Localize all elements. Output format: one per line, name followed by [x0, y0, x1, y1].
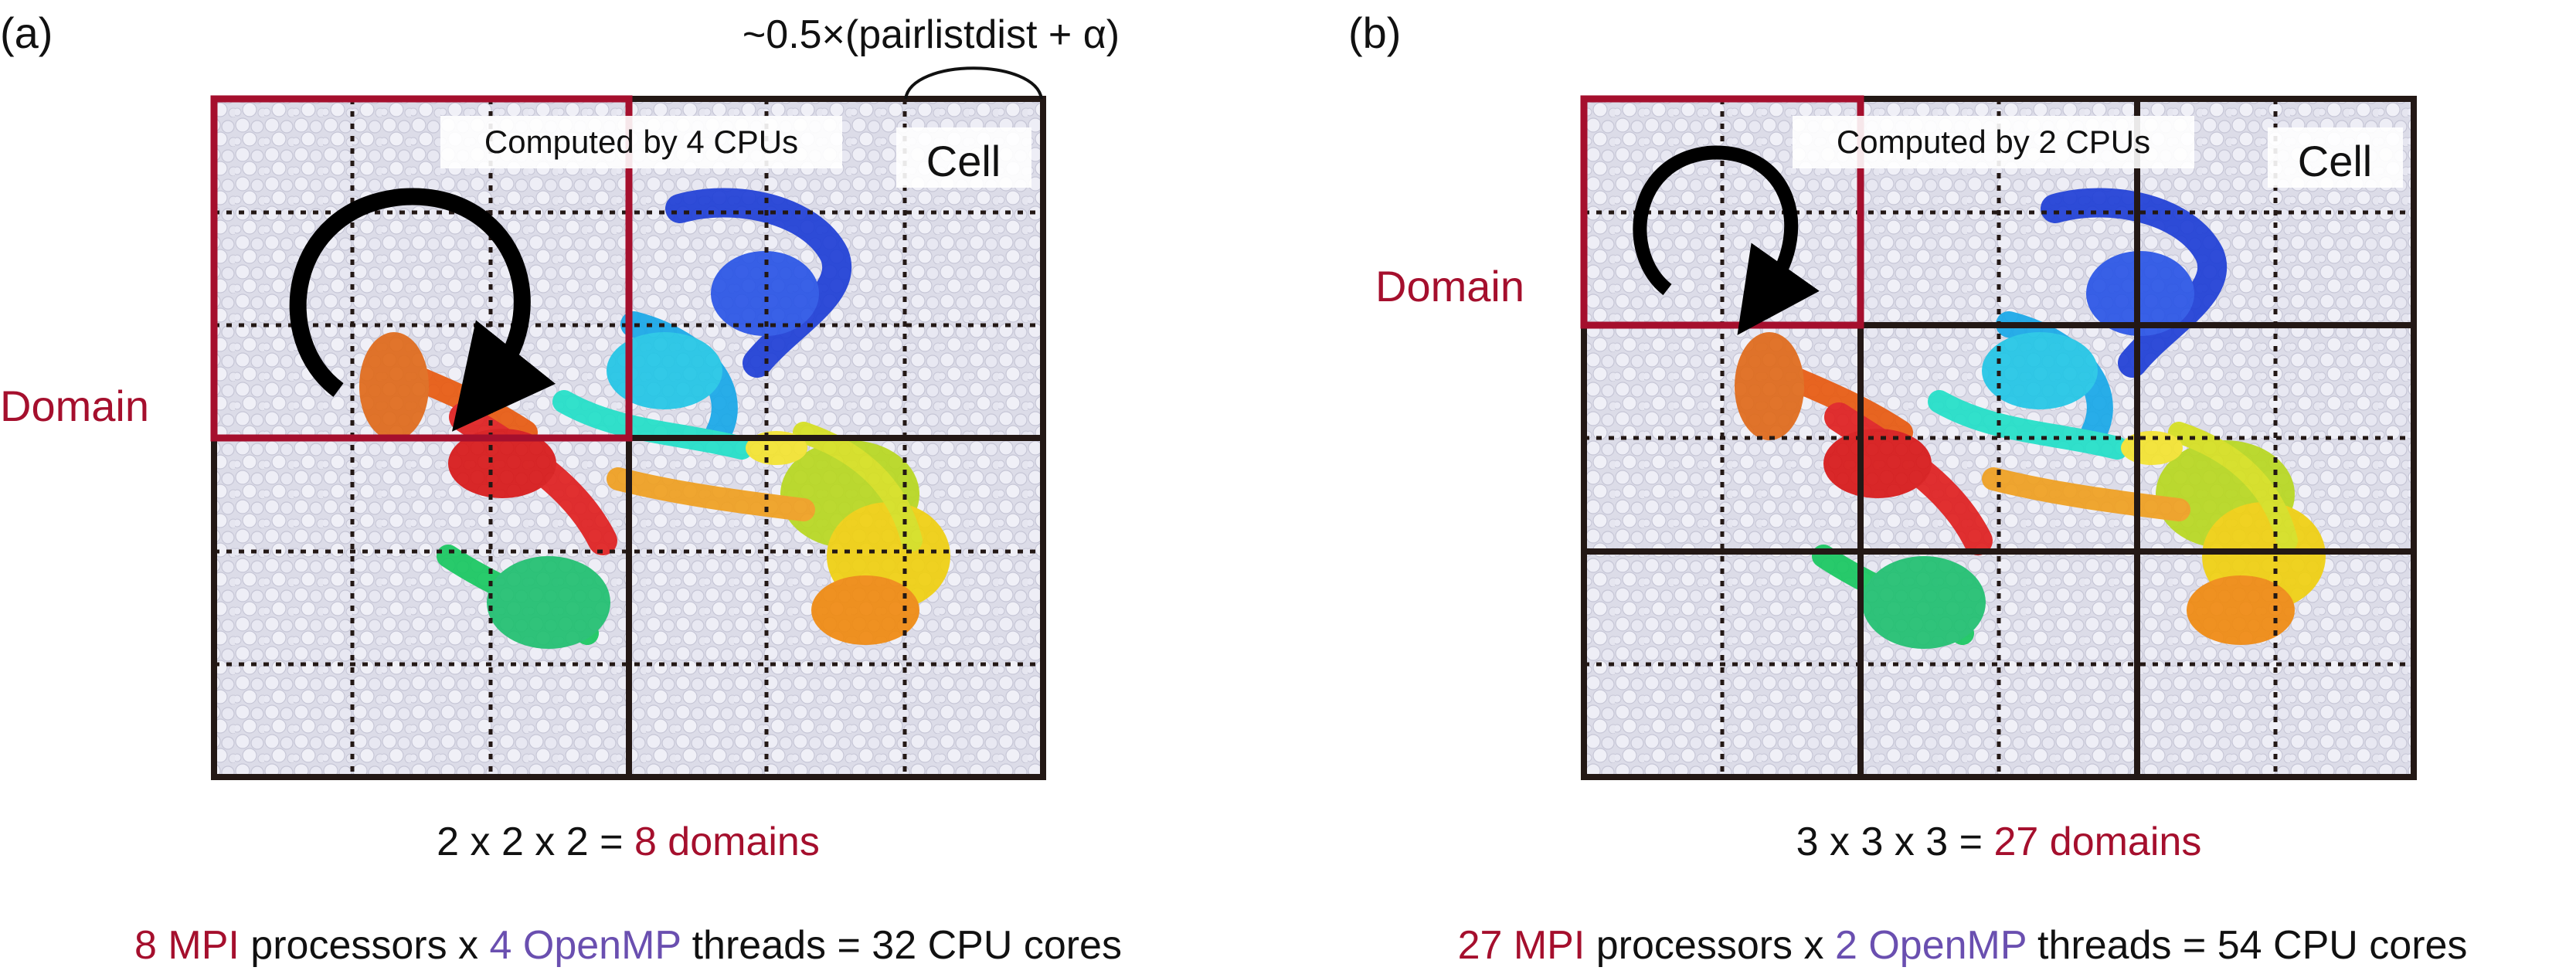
panel-a-domain-formula: 2 x 2 x 2 = 8 domains	[437, 820, 820, 864]
panel-a-cores-part-3: threads = 32 CPU cores	[681, 923, 1122, 968]
panel-a-rotation-arrow	[289, 188, 556, 432]
panel-a-cores-part-2: 4 OpenMP	[490, 923, 681, 968]
panel-a-computed-label: Computed by 4 CPUs	[484, 124, 798, 160]
panel-a: (a)	[0, 8, 1122, 968]
panel-a-cores-line: 8 MPI processors x 4 OpenMP threads = 32…	[134, 923, 1122, 968]
panel-a-highlighted-domain	[210, 95, 633, 442]
panel-a-cell-label: Cell	[926, 137, 1001, 185]
panel-a-scale-bracket	[904, 66, 1043, 100]
panel-b-computed-label: Computed by 2 CPUs	[1837, 124, 2150, 160]
panel-b-cores-part-0: 27 MPI	[1458, 923, 1585, 968]
panel-b-domain-label: Domain	[1375, 262, 1524, 311]
panel-a-cores-part-0: 8 MPI	[134, 923, 240, 968]
panel-b-rotation-arrow	[1633, 145, 1820, 335]
panel-b-domain-formula: 3 x 3 x 3 = 27 domains	[1796, 820, 2202, 864]
panel-b-cell-grid	[1584, 99, 2414, 777]
panel-a-scale-annotation: ~0.5×(pairlistdist + α)	[743, 12, 1120, 57]
panel-b-label: (b)	[1348, 8, 1401, 57]
panel-b-cores-line: 27 MPI processors x 2 OpenMP threads = 5…	[1458, 923, 2468, 968]
panel-a-domain-label: Domain	[0, 382, 149, 430]
panel-a-cores-part-1: processors x	[240, 923, 490, 968]
panel-b-formula-highlight: 27 domains	[1993, 820, 2201, 864]
panel-a-label: (a)	[0, 8, 53, 57]
panel-b-formula-prefix: 3 x 3 x 3 =	[1796, 820, 1994, 864]
panel-b-cores-part-2: 2 OpenMP	[1835, 923, 2027, 968]
panel-a-cell-label-box	[896, 127, 1031, 188]
panel-b-cell-label: Cell	[2298, 137, 2372, 185]
panel-a-formula-prefix: 2 x 2 x 2 =	[437, 820, 634, 864]
panel-b-highlighted-domain	[1580, 95, 1864, 329]
panel-b-cores-part-1: processors x	[1585, 923, 1835, 968]
panel-b-protein-structure	[1735, 188, 2326, 649]
panel-b-cores-part-3: threads = 54 CPU cores	[2027, 923, 2468, 968]
panel-b-computed-label-box	[1793, 116, 2194, 168]
panel-b: (b)	[1348, 8, 2467, 968]
panel-a-computed-label-box	[440, 116, 842, 168]
panel-b-cell-label-box	[2268, 127, 2403, 188]
panel-a-formula-highlight: 8 domains	[634, 820, 820, 864]
